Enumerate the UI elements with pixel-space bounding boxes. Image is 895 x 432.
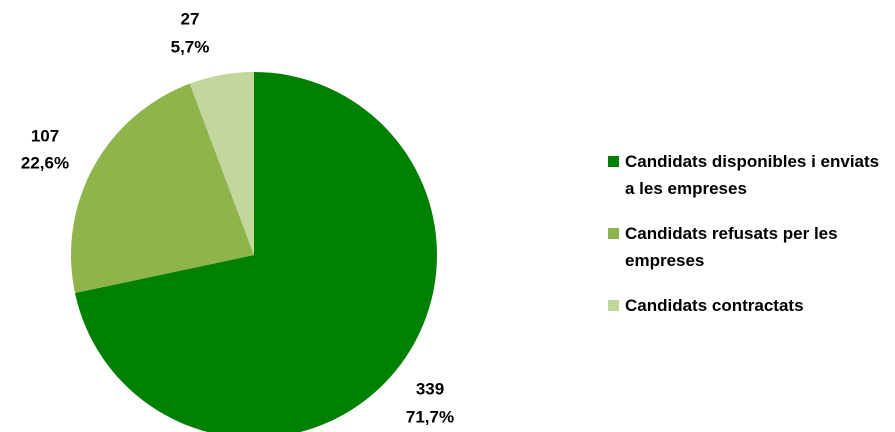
percent-label: 71,7% [406, 407, 454, 426]
legend-label: Candidats refusats per les empreses [625, 224, 838, 270]
percent-label: 5,7% [171, 37, 210, 56]
pie-slice [70, 83, 254, 294]
pie-slice [189, 72, 254, 255]
legend-swatch [608, 228, 619, 239]
pie-slice [74, 72, 437, 432]
percent-label: 22,6% [21, 153, 69, 172]
data-label: 107 [31, 126, 59, 145]
data-label: 339 [416, 379, 444, 398]
data-label: 27 [181, 9, 200, 28]
legend-label: Candidats disponibles i enviats a les em… [625, 152, 880, 198]
legend-entry: Candidats disponibles i enviats a les em… [608, 148, 890, 202]
legend-swatch [608, 156, 619, 167]
legend-swatch [608, 300, 619, 311]
legend-entry: Candidats contractats [608, 292, 890, 319]
legend-entry: Candidats refusats per les empreses [608, 220, 890, 274]
legend-label: Candidats contractats [625, 296, 804, 315]
